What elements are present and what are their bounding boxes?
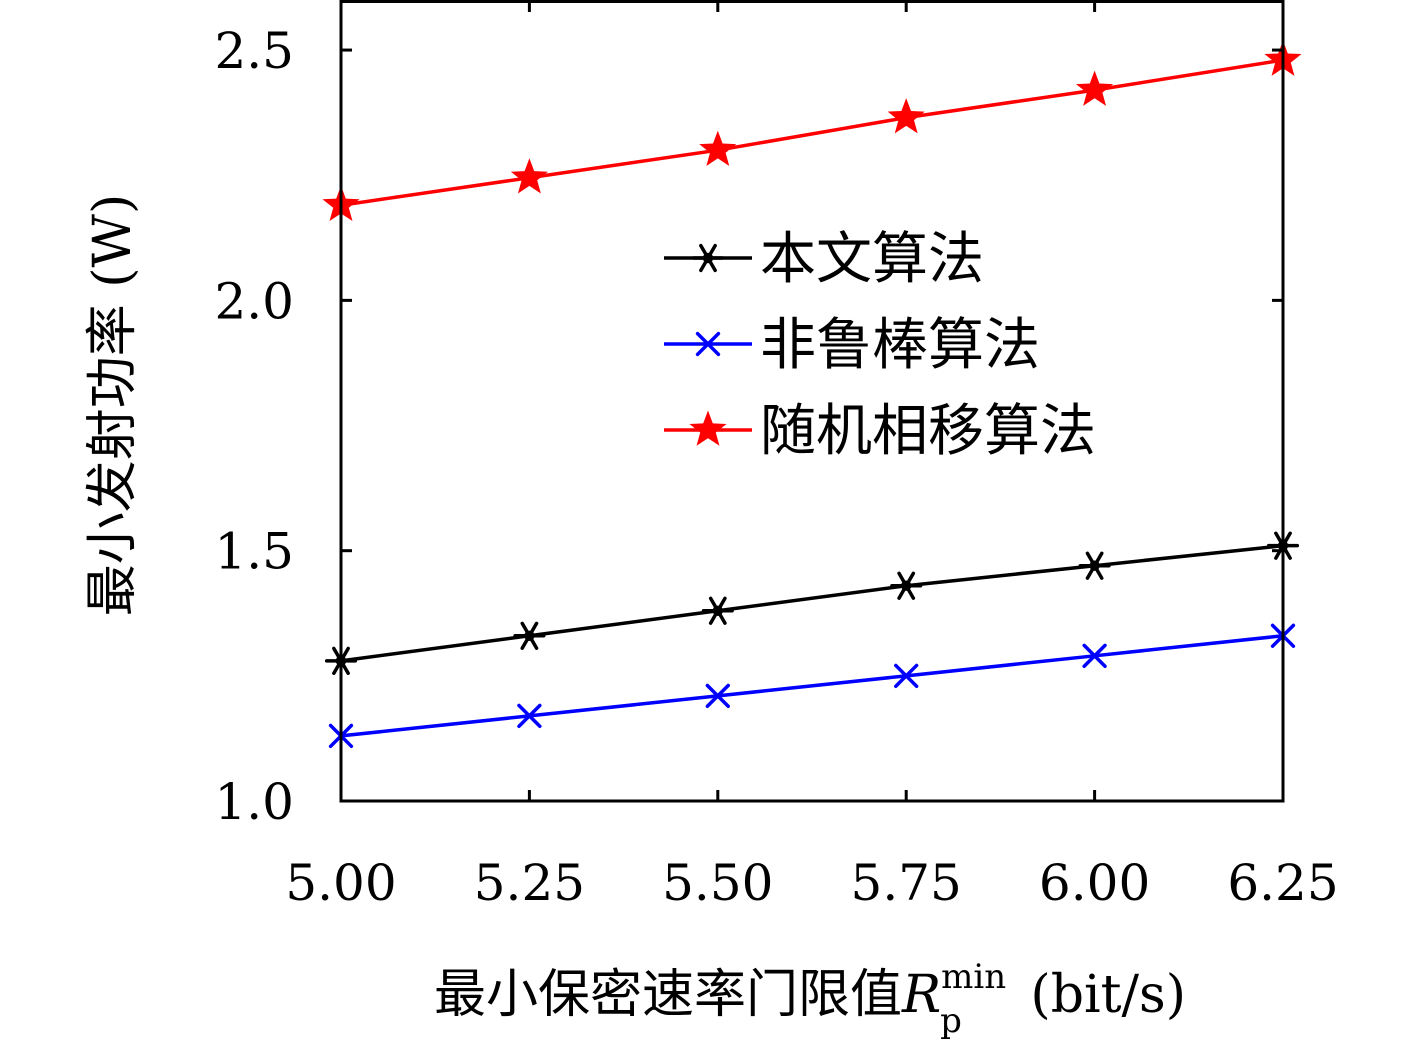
series-line xyxy=(340,58,1284,207)
legend-entry: 本文算法 xyxy=(664,227,984,292)
x-tick-label: 5.25 xyxy=(474,854,585,912)
x-tick-label: 5.75 xyxy=(851,854,962,912)
series-3 xyxy=(322,40,1302,222)
x-tick-label: 6.00 xyxy=(1039,854,1150,912)
x-tick-label: 5.50 xyxy=(662,854,773,912)
data-point xyxy=(517,703,542,729)
marker-core xyxy=(524,630,535,641)
series-1 xyxy=(324,531,1300,675)
y-tick-label: 2.5 xyxy=(214,22,294,80)
x-axis-label: 最小保密速率门限值Rmin p (bit/s) xyxy=(434,957,1186,1041)
data-point xyxy=(701,596,734,625)
axes: 5.00 5.25 5.50 5.75 6.00 6.25 1.0 1.5 2.0 2.5 xyxy=(214,0,1339,912)
series-line xyxy=(340,634,1284,738)
y-tick-label: 1.5 xyxy=(214,523,294,581)
data-point xyxy=(1078,551,1111,580)
data-point xyxy=(705,683,730,709)
legend-entry: 随机相移算法 xyxy=(664,399,1096,464)
marker-stroke xyxy=(705,683,730,709)
legend-marker xyxy=(695,331,721,357)
data-point xyxy=(699,130,737,166)
plot-frame xyxy=(339,0,1285,803)
data-point xyxy=(1082,643,1107,668)
y-tick-label: 1.0 xyxy=(214,773,294,831)
data-point xyxy=(1076,70,1114,106)
marker-core xyxy=(712,605,723,616)
marker-star xyxy=(887,98,925,134)
marker-core xyxy=(901,580,912,591)
y-tick-label: 2.0 xyxy=(214,272,294,330)
marker-core xyxy=(1089,560,1100,571)
marker-star xyxy=(699,130,737,166)
data-point xyxy=(513,621,546,650)
legend-label: 随机相移算法 xyxy=(760,399,1096,464)
legend-marker xyxy=(689,410,727,446)
marker-star xyxy=(689,410,727,446)
data-point xyxy=(894,663,919,688)
marker-stroke xyxy=(695,331,721,357)
data-point xyxy=(890,571,923,600)
series-line xyxy=(340,543,1284,663)
data-point xyxy=(887,98,925,134)
legend-label: 本文算法 xyxy=(760,227,984,292)
marker-stroke xyxy=(1082,643,1107,668)
axis-labels: 最小发射功率 (W) 最小保密速率门限值Rmin p (bit/s) xyxy=(83,194,1186,1041)
legend-label: 非鲁棒算法 xyxy=(760,313,1040,378)
marker-star xyxy=(510,158,548,194)
marker-stroke xyxy=(894,663,919,688)
data-point xyxy=(510,158,548,194)
x-tick-label: 5.00 xyxy=(285,854,396,912)
y-axis-label: 最小发射功率 (W) xyxy=(83,194,143,617)
legend-entry: 非鲁棒算法 xyxy=(664,313,1040,378)
marker-stroke xyxy=(517,703,542,729)
x-tick-label: 6.25 xyxy=(1227,854,1338,912)
legend-marker xyxy=(691,243,725,273)
marker-core xyxy=(702,252,714,264)
marker-star xyxy=(1076,70,1114,106)
plot-area xyxy=(322,40,1302,749)
